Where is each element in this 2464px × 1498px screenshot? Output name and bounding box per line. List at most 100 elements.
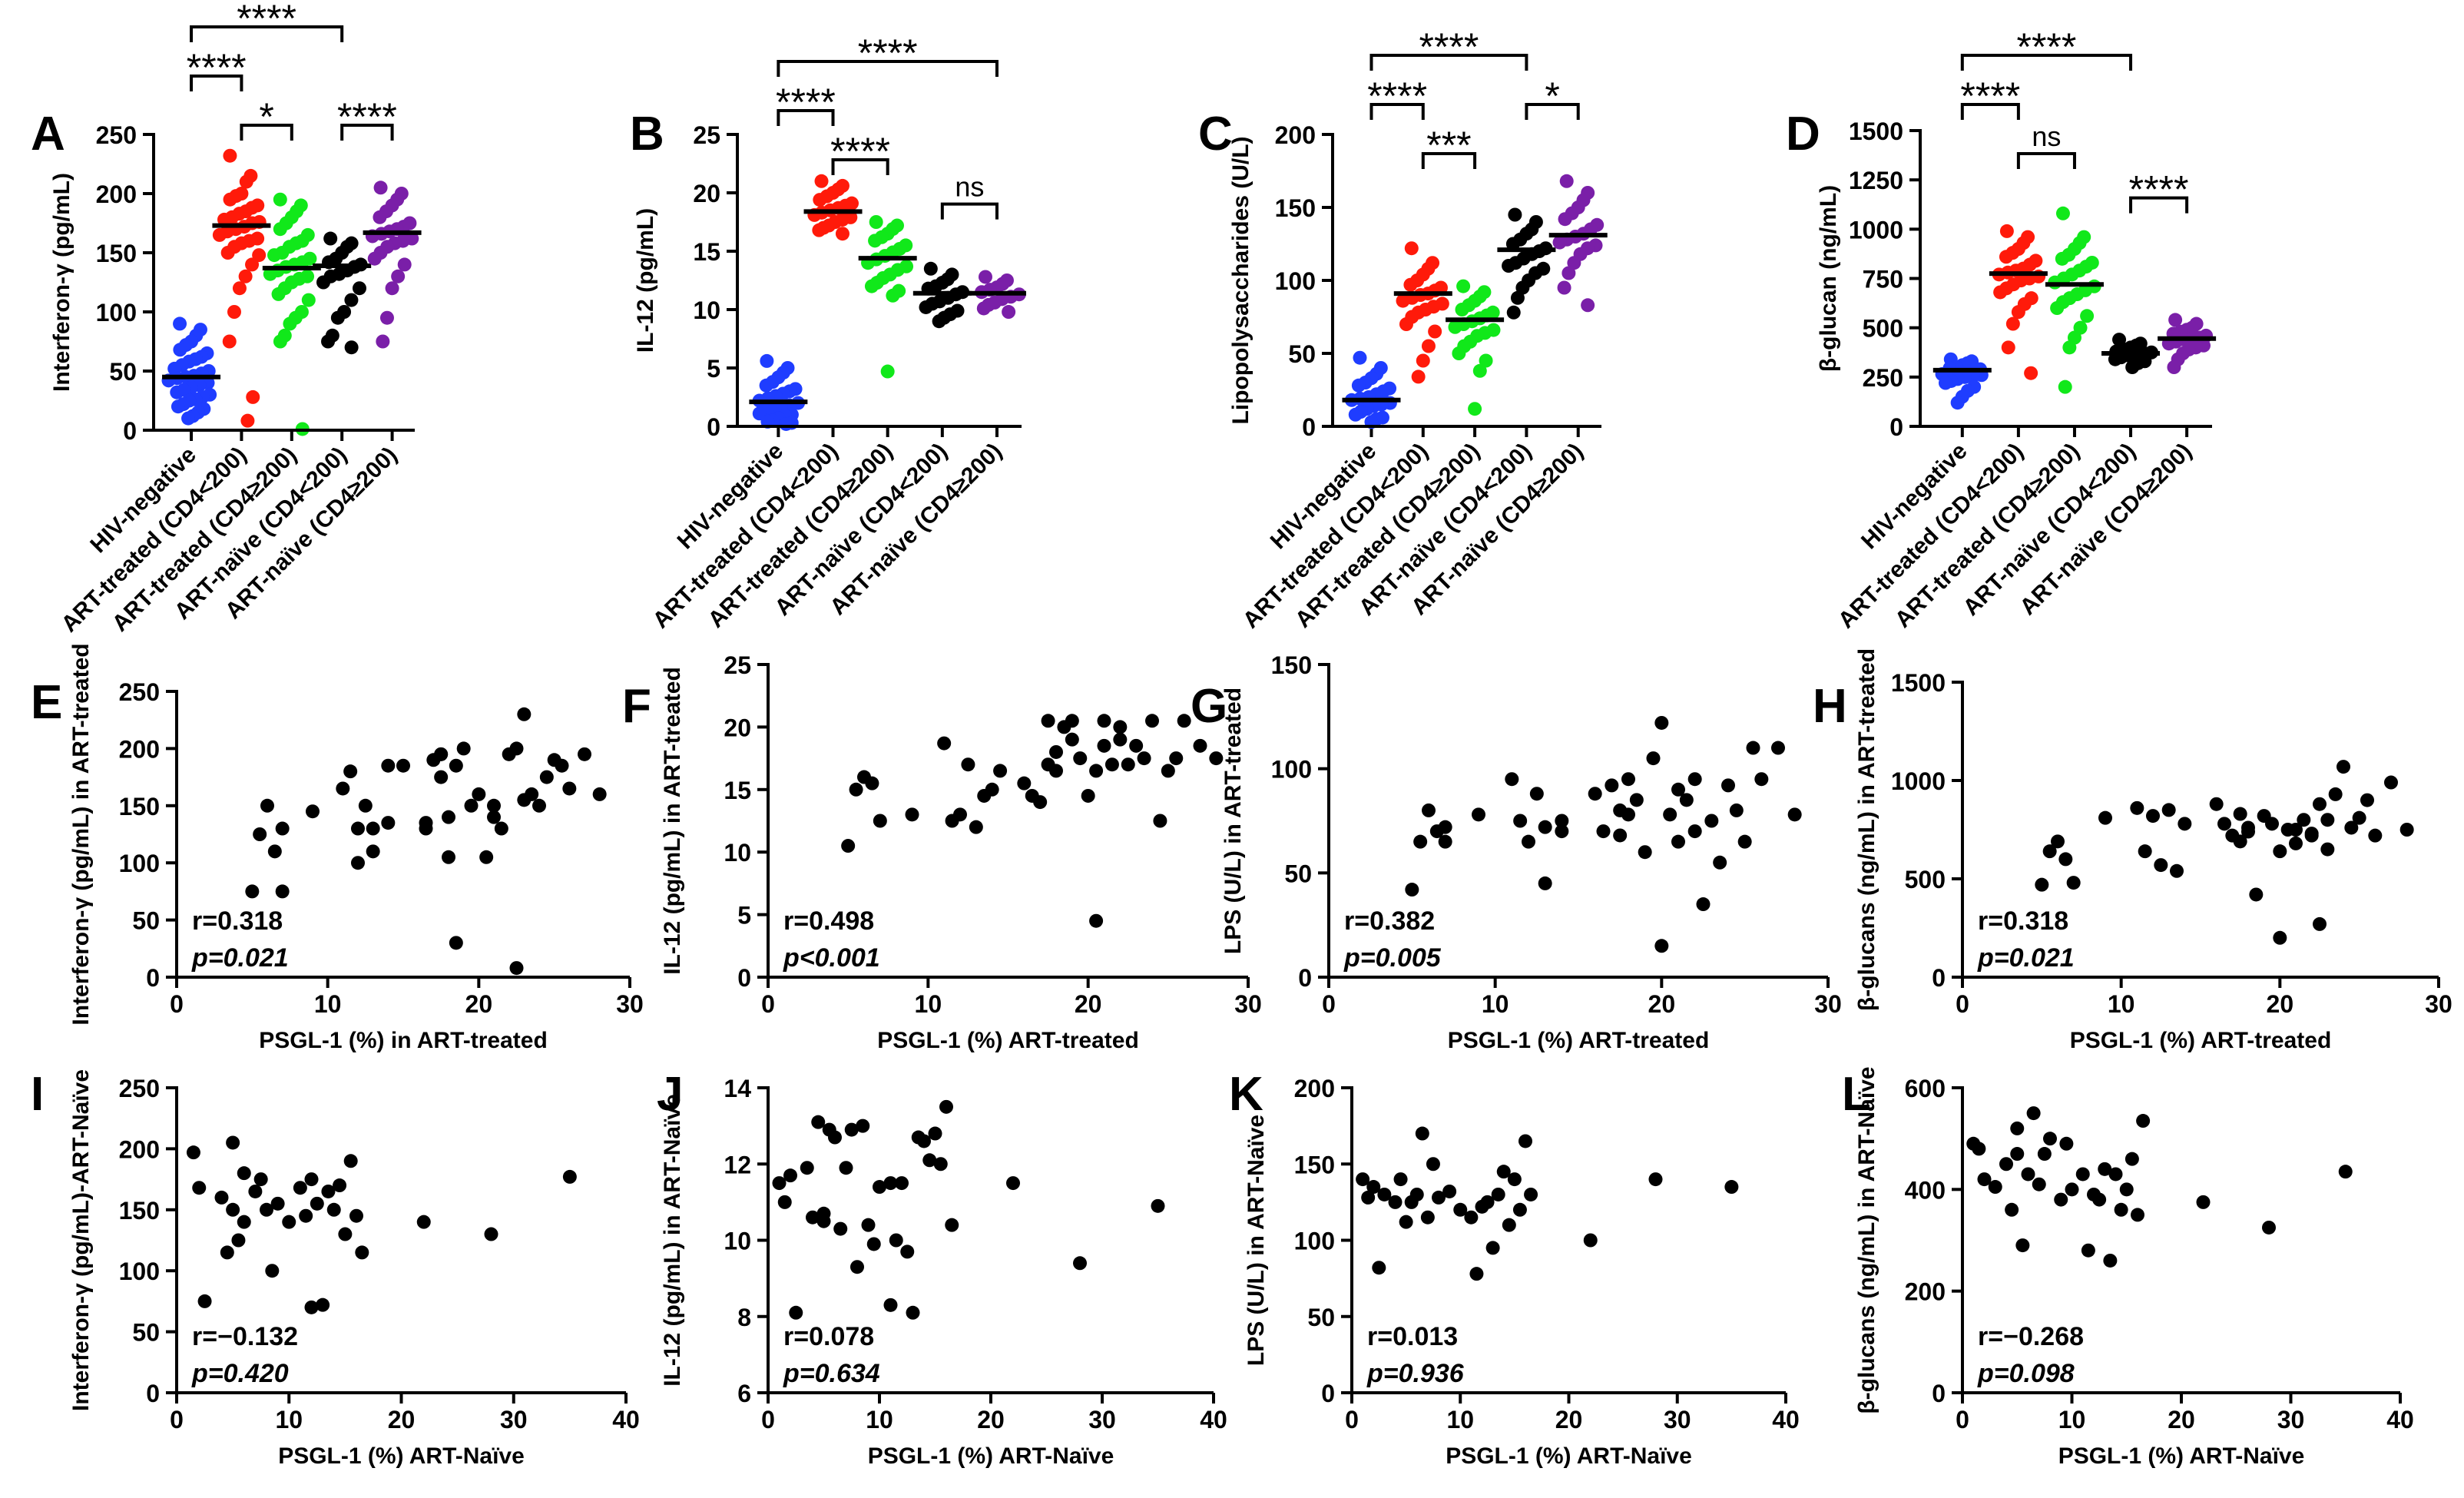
data-point bbox=[2320, 813, 2335, 827]
significance-label: ns bbox=[955, 171, 984, 203]
y-tick-label: 15 bbox=[693, 238, 720, 266]
y-tick-label: 0 bbox=[146, 964, 160, 992]
data-point bbox=[222, 334, 237, 349]
data-point bbox=[813, 193, 827, 207]
y-axis-label: IL-12 (pg/mL) bbox=[633, 208, 658, 353]
data-point bbox=[2352, 810, 2366, 825]
x-tick-label: 20 bbox=[1648, 990, 1676, 1018]
data-point bbox=[932, 314, 946, 329]
data-point bbox=[2058, 379, 2072, 394]
data-point bbox=[814, 174, 829, 188]
y-tick-label: 10 bbox=[724, 839, 751, 867]
y-tick-label: 150 bbox=[96, 240, 137, 267]
y-tick-label: 200 bbox=[1294, 1075, 1335, 1102]
significance-bracket bbox=[1960, 54, 2133, 71]
data-point bbox=[173, 343, 187, 357]
data-point bbox=[2217, 817, 2231, 831]
data-point bbox=[253, 1172, 268, 1187]
correlation-r: r=0.498 bbox=[783, 906, 874, 936]
data-point bbox=[326, 1202, 341, 1217]
data-point bbox=[1696, 897, 1711, 912]
data-point bbox=[1145, 714, 1159, 728]
y-tick-label: 50 bbox=[1307, 1304, 1335, 1331]
x-tick-label: 0 bbox=[761, 990, 775, 1018]
data-point bbox=[1193, 738, 1207, 753]
data-point bbox=[873, 1180, 886, 1195]
data-point bbox=[1567, 256, 1581, 270]
y-tick-label: 50 bbox=[109, 358, 137, 386]
data-point bbox=[906, 1305, 920, 1320]
data-point bbox=[1605, 778, 1619, 793]
data-point bbox=[1049, 744, 1063, 759]
data-point bbox=[1479, 353, 1493, 368]
data-point bbox=[472, 787, 486, 801]
data-point bbox=[237, 1215, 251, 1229]
data-point bbox=[779, 416, 793, 431]
data-point bbox=[263, 267, 277, 281]
data-point bbox=[245, 257, 260, 272]
data-point bbox=[245, 884, 260, 899]
data-point bbox=[397, 257, 412, 272]
data-point bbox=[2001, 340, 2015, 355]
data-point bbox=[789, 1305, 803, 1320]
data-point bbox=[1089, 764, 1104, 778]
y-tick-label: 0 bbox=[707, 413, 720, 441]
y-tick-label: 50 bbox=[132, 1319, 160, 1347]
data-point bbox=[484, 1227, 498, 1241]
panel-letter: L bbox=[1842, 1068, 1871, 1121]
data-point bbox=[1169, 751, 1184, 766]
data-point bbox=[1351, 378, 1366, 393]
y-axis-label: Interferon-γ (pg/mL)-ART-Naïve bbox=[68, 1069, 94, 1411]
data-point bbox=[1687, 772, 1702, 787]
data-point bbox=[2297, 813, 2311, 827]
data-point bbox=[1512, 1202, 1527, 1217]
data-point bbox=[442, 850, 455, 864]
data-point bbox=[1663, 807, 1677, 822]
data-point bbox=[2328, 787, 2343, 801]
data-point bbox=[273, 334, 287, 349]
data-point bbox=[2146, 809, 2160, 824]
x-tick-label: 10 bbox=[1482, 990, 1509, 1018]
data-point bbox=[283, 317, 297, 331]
data-point bbox=[1508, 207, 1522, 222]
data-point bbox=[391, 269, 406, 283]
data-point bbox=[344, 340, 359, 355]
y-tick-label: 0 bbox=[1302, 413, 1316, 441]
y-tick-label: 200 bbox=[1905, 1278, 1946, 1306]
data-point bbox=[487, 798, 501, 813]
x-tick-label: 0 bbox=[1956, 990, 1969, 1018]
y-tick-label: 100 bbox=[1294, 1228, 1335, 1255]
x-axis-label: PSGL-1 (%) in ART-treated bbox=[259, 1028, 548, 1053]
panel-letter: D bbox=[1786, 108, 1820, 161]
p-value: p=0.005 bbox=[1343, 943, 1442, 973]
data-point bbox=[494, 821, 508, 836]
data-point bbox=[2170, 863, 2184, 878]
data-point bbox=[2055, 251, 2069, 266]
data-point bbox=[2125, 360, 2140, 374]
x-tick-label: 10 bbox=[915, 990, 942, 1018]
data-point bbox=[1177, 714, 1191, 728]
data-point bbox=[1411, 370, 1426, 384]
data-point bbox=[1555, 814, 1569, 828]
x-tick-label: 40 bbox=[1772, 1406, 1800, 1433]
significance-bracket bbox=[1421, 152, 1477, 169]
data-point bbox=[917, 1134, 931, 1148]
y-tick-label: 1000 bbox=[1891, 767, 1946, 795]
data-point bbox=[1161, 764, 1175, 778]
x-tick-label: 30 bbox=[1234, 990, 1262, 1018]
data-point bbox=[343, 1154, 358, 1168]
data-point bbox=[1555, 824, 1569, 839]
significance-label: **** bbox=[1367, 75, 1427, 118]
data-point bbox=[883, 1297, 898, 1312]
data-point bbox=[366, 821, 380, 836]
data-point bbox=[1432, 1190, 1446, 1205]
data-point bbox=[171, 399, 185, 414]
data-point bbox=[873, 814, 887, 828]
y-tick-label: 0 bbox=[737, 964, 751, 992]
data-point bbox=[760, 353, 774, 368]
y-tick-label: 100 bbox=[96, 299, 137, 326]
data-point bbox=[2273, 844, 2287, 859]
data-point bbox=[379, 310, 394, 325]
